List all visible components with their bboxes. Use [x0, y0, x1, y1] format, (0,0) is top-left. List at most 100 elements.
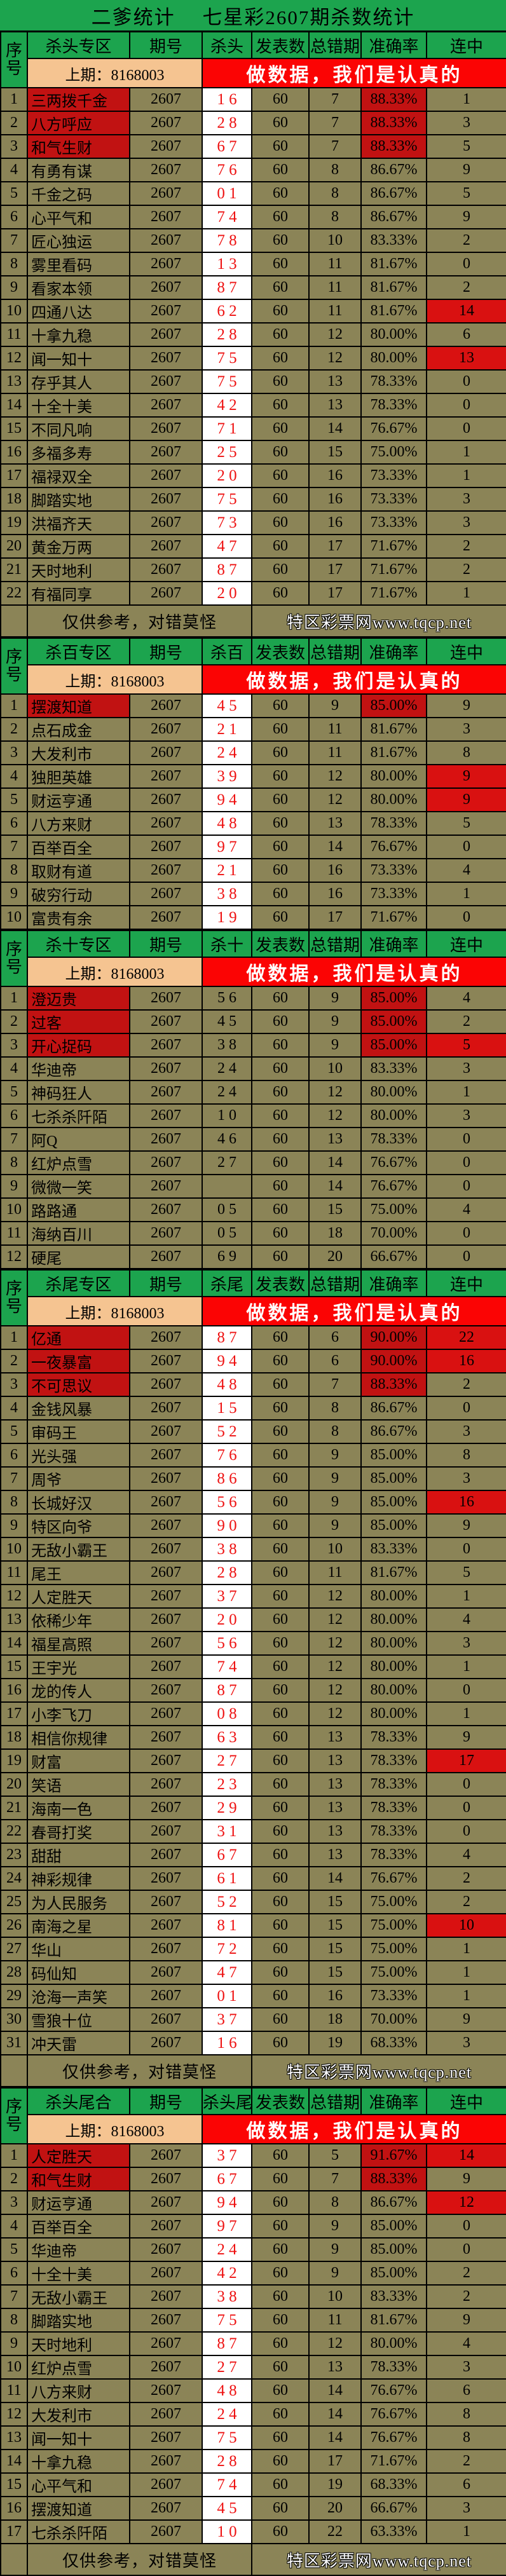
cell-streak: 0: [426, 2237, 506, 2262]
cell-issue: 2607: [129, 510, 203, 535]
cell-issue: 2607: [129, 2237, 203, 2262]
cell-total-errors: 15: [308, 1197, 362, 1222]
cell-issue: 2607: [129, 2425, 203, 2450]
column-header-issue: 期号: [129, 930, 203, 958]
cell-issue: 2607: [129, 440, 203, 465]
previous-issue-label: 上期：8168003: [27, 58, 203, 88]
cell-seq: 9: [0, 2331, 28, 2356]
cell-published-count: 60: [251, 2143, 310, 2168]
cell-published-count: 60: [251, 87, 310, 112]
cell-predictor-name: 洪福齐天: [27, 510, 130, 535]
cell-published-count: 60: [251, 740, 310, 765]
cell-issue: 2607: [129, 2331, 203, 2356]
cell-predictor-name: 摆渡知道: [27, 2496, 130, 2521]
cell-streak: 0: [426, 1150, 506, 1175]
cell-published-count: 60: [251, 1325, 310, 1350]
cell-predictor-name: 华迪帝: [27, 2237, 130, 2262]
table-row: 14 十拿九稳 2607 2 8 60 17 71.67% 2: [0, 2449, 506, 2474]
cell-streak: 9: [426, 2007, 506, 2032]
cell-predictor-name: 闻一知十: [27, 2425, 130, 2450]
cell-published-count: 60: [251, 1443, 310, 1468]
column-header-streak: 连中: [426, 1269, 506, 1297]
cell-kill-numbers: 9 4: [202, 2190, 252, 2215]
cell-predictor-name: 大发利市: [27, 2402, 130, 2427]
cell-total-errors: 13: [308, 1819, 362, 1844]
cell-accuracy: 73.33%: [360, 882, 427, 906]
cell-published-count: 60: [251, 1866, 310, 1891]
cell-streak: 16: [426, 1349, 506, 1373]
previous-issue-label: 上期：8168003: [27, 664, 203, 695]
cell-total-errors: 22: [308, 2519, 362, 2544]
cell-seq: 17: [0, 463, 28, 488]
cell-seq: 17: [0, 1701, 28, 1726]
cell-predictor-name: 八方来财: [27, 2378, 130, 2403]
cell-accuracy: 85.00%: [360, 1466, 427, 1491]
cell-kill-numbers: 4 7: [202, 1960, 252, 1985]
table-row: 16 龙的传人 2607 8 7 60 12 80.00% 0: [0, 1678, 506, 1703]
cell-seq: 20: [0, 534, 28, 559]
cell-predictor-name: 黄金万两: [27, 534, 130, 559]
cell-total-errors: 13: [308, 1127, 362, 1152]
cell-kill-numbers: 4 2: [202, 2261, 252, 2286]
table-row: 16 多福多寿 2607 2 5 60 15 75.00% 1: [0, 440, 506, 465]
cell-accuracy: 80.00%: [360, 1654, 427, 1679]
cell-kill-numbers: 2 8: [202, 111, 252, 135]
table-row: 2 一夜暴富 2607 9 4 60 6 90.00% 16: [0, 1349, 506, 1373]
slogan-banner: 做数据，我们是认真的: [202, 1296, 506, 1326]
cell-kill-numbers: 4 8: [202, 811, 252, 836]
cell-published-count: 60: [251, 1056, 310, 1081]
table-row: 3 开心捉码 2607 3 8 60 9 85.00% 5: [0, 1033, 506, 1058]
cell-accuracy: 75.00%: [360, 1890, 427, 1914]
cell-kill-numbers: 3 7: [202, 1584, 252, 1609]
cell-kill-numbers: 2 4: [202, 740, 252, 765]
cell-accuracy: 81.67%: [360, 717, 427, 742]
table-row: 12 闻一知十 2607 7 5 60 12 80.00% 13: [0, 346, 506, 371]
cell-accuracy: 81.67%: [360, 740, 427, 765]
cell-published-count: 60: [251, 1725, 310, 1750]
cell-predictor-name: 不同凡响: [27, 416, 130, 441]
cell-issue: 2607: [129, 986, 203, 1011]
cell-kill-numbers: 1 6: [202, 2031, 252, 2055]
table-row: 6 十全十美 2607 4 2 60 9 85.00% 2: [0, 2261, 506, 2286]
cell-total-errors: 12: [308, 1654, 362, 1679]
cell-predictor-name: 看家本领: [27, 275, 130, 300]
cell-seq: 14: [0, 393, 28, 418]
cell-predictor-name: 金钱风暴: [27, 1396, 130, 1421]
cell-accuracy: 83.33%: [360, 1537, 427, 1562]
column-header-kill: 杀十: [202, 930, 252, 958]
cell-accuracy: 78.33%: [360, 1843, 427, 1867]
table-row: 7 匠心独运 2607 7 8 60 10 83.33% 2: [0, 228, 506, 253]
column-header-acc: 准确率: [360, 930, 427, 958]
column-header-zone: 杀头专区: [27, 31, 130, 59]
cell-total-errors: 8: [308, 158, 362, 182]
cell-issue: 2607: [129, 764, 203, 789]
table-row: 7 阿Q 2607 4 6 60 13 78.33% 0: [0, 1127, 506, 1152]
cell-issue: 2607: [129, 487, 203, 512]
cell-streak: 2: [426, 1372, 506, 1397]
cell-published-count: 60: [251, 693, 310, 718]
cell-total-errors: 12: [308, 764, 362, 789]
column-header-acc: 准确率: [360, 637, 427, 665]
cell-kill-numbers: 6 7: [202, 2167, 252, 2191]
cell-streak: 5: [426, 811, 506, 836]
cell-accuracy: 80.00%: [360, 1701, 427, 1726]
cell-issue: 2607: [129, 2031, 203, 2055]
cell-accuracy: 73.33%: [360, 858, 427, 883]
cell-accuracy: 73.33%: [360, 1984, 427, 2008]
cell-published-count: 60: [251, 416, 310, 441]
cell-seq: 2: [0, 2167, 28, 2191]
footer-empty-cell: [0, 2054, 28, 2087]
cell-total-errors: 8: [308, 205, 362, 229]
column-header-streak: 连中: [426, 637, 506, 665]
cell-accuracy: 78.33%: [360, 1725, 427, 1750]
cell-total-errors: 15: [308, 1937, 362, 1961]
cell-predictor-name: 无敌小霸王: [27, 2284, 130, 2309]
cell-published-count: 60: [251, 581, 310, 606]
column-header-err: 总错期: [308, 930, 362, 958]
previous-issue-label: 上期：8168003: [27, 1296, 203, 1326]
section-table-kill-head-tail-sum: 序号杀头尾合期号杀头尾合发表数总错期准确率连中上期：8168003做数据，我们是…: [0, 2087, 506, 2576]
table-row: 1 澄迈贵 2607 5 6 60 9 85.00% 4: [0, 986, 506, 1011]
cell-kill-numbers: 2 4: [202, 2402, 252, 2427]
cell-issue: 2607: [129, 1325, 203, 1350]
cell-seq: 16: [0, 440, 28, 465]
